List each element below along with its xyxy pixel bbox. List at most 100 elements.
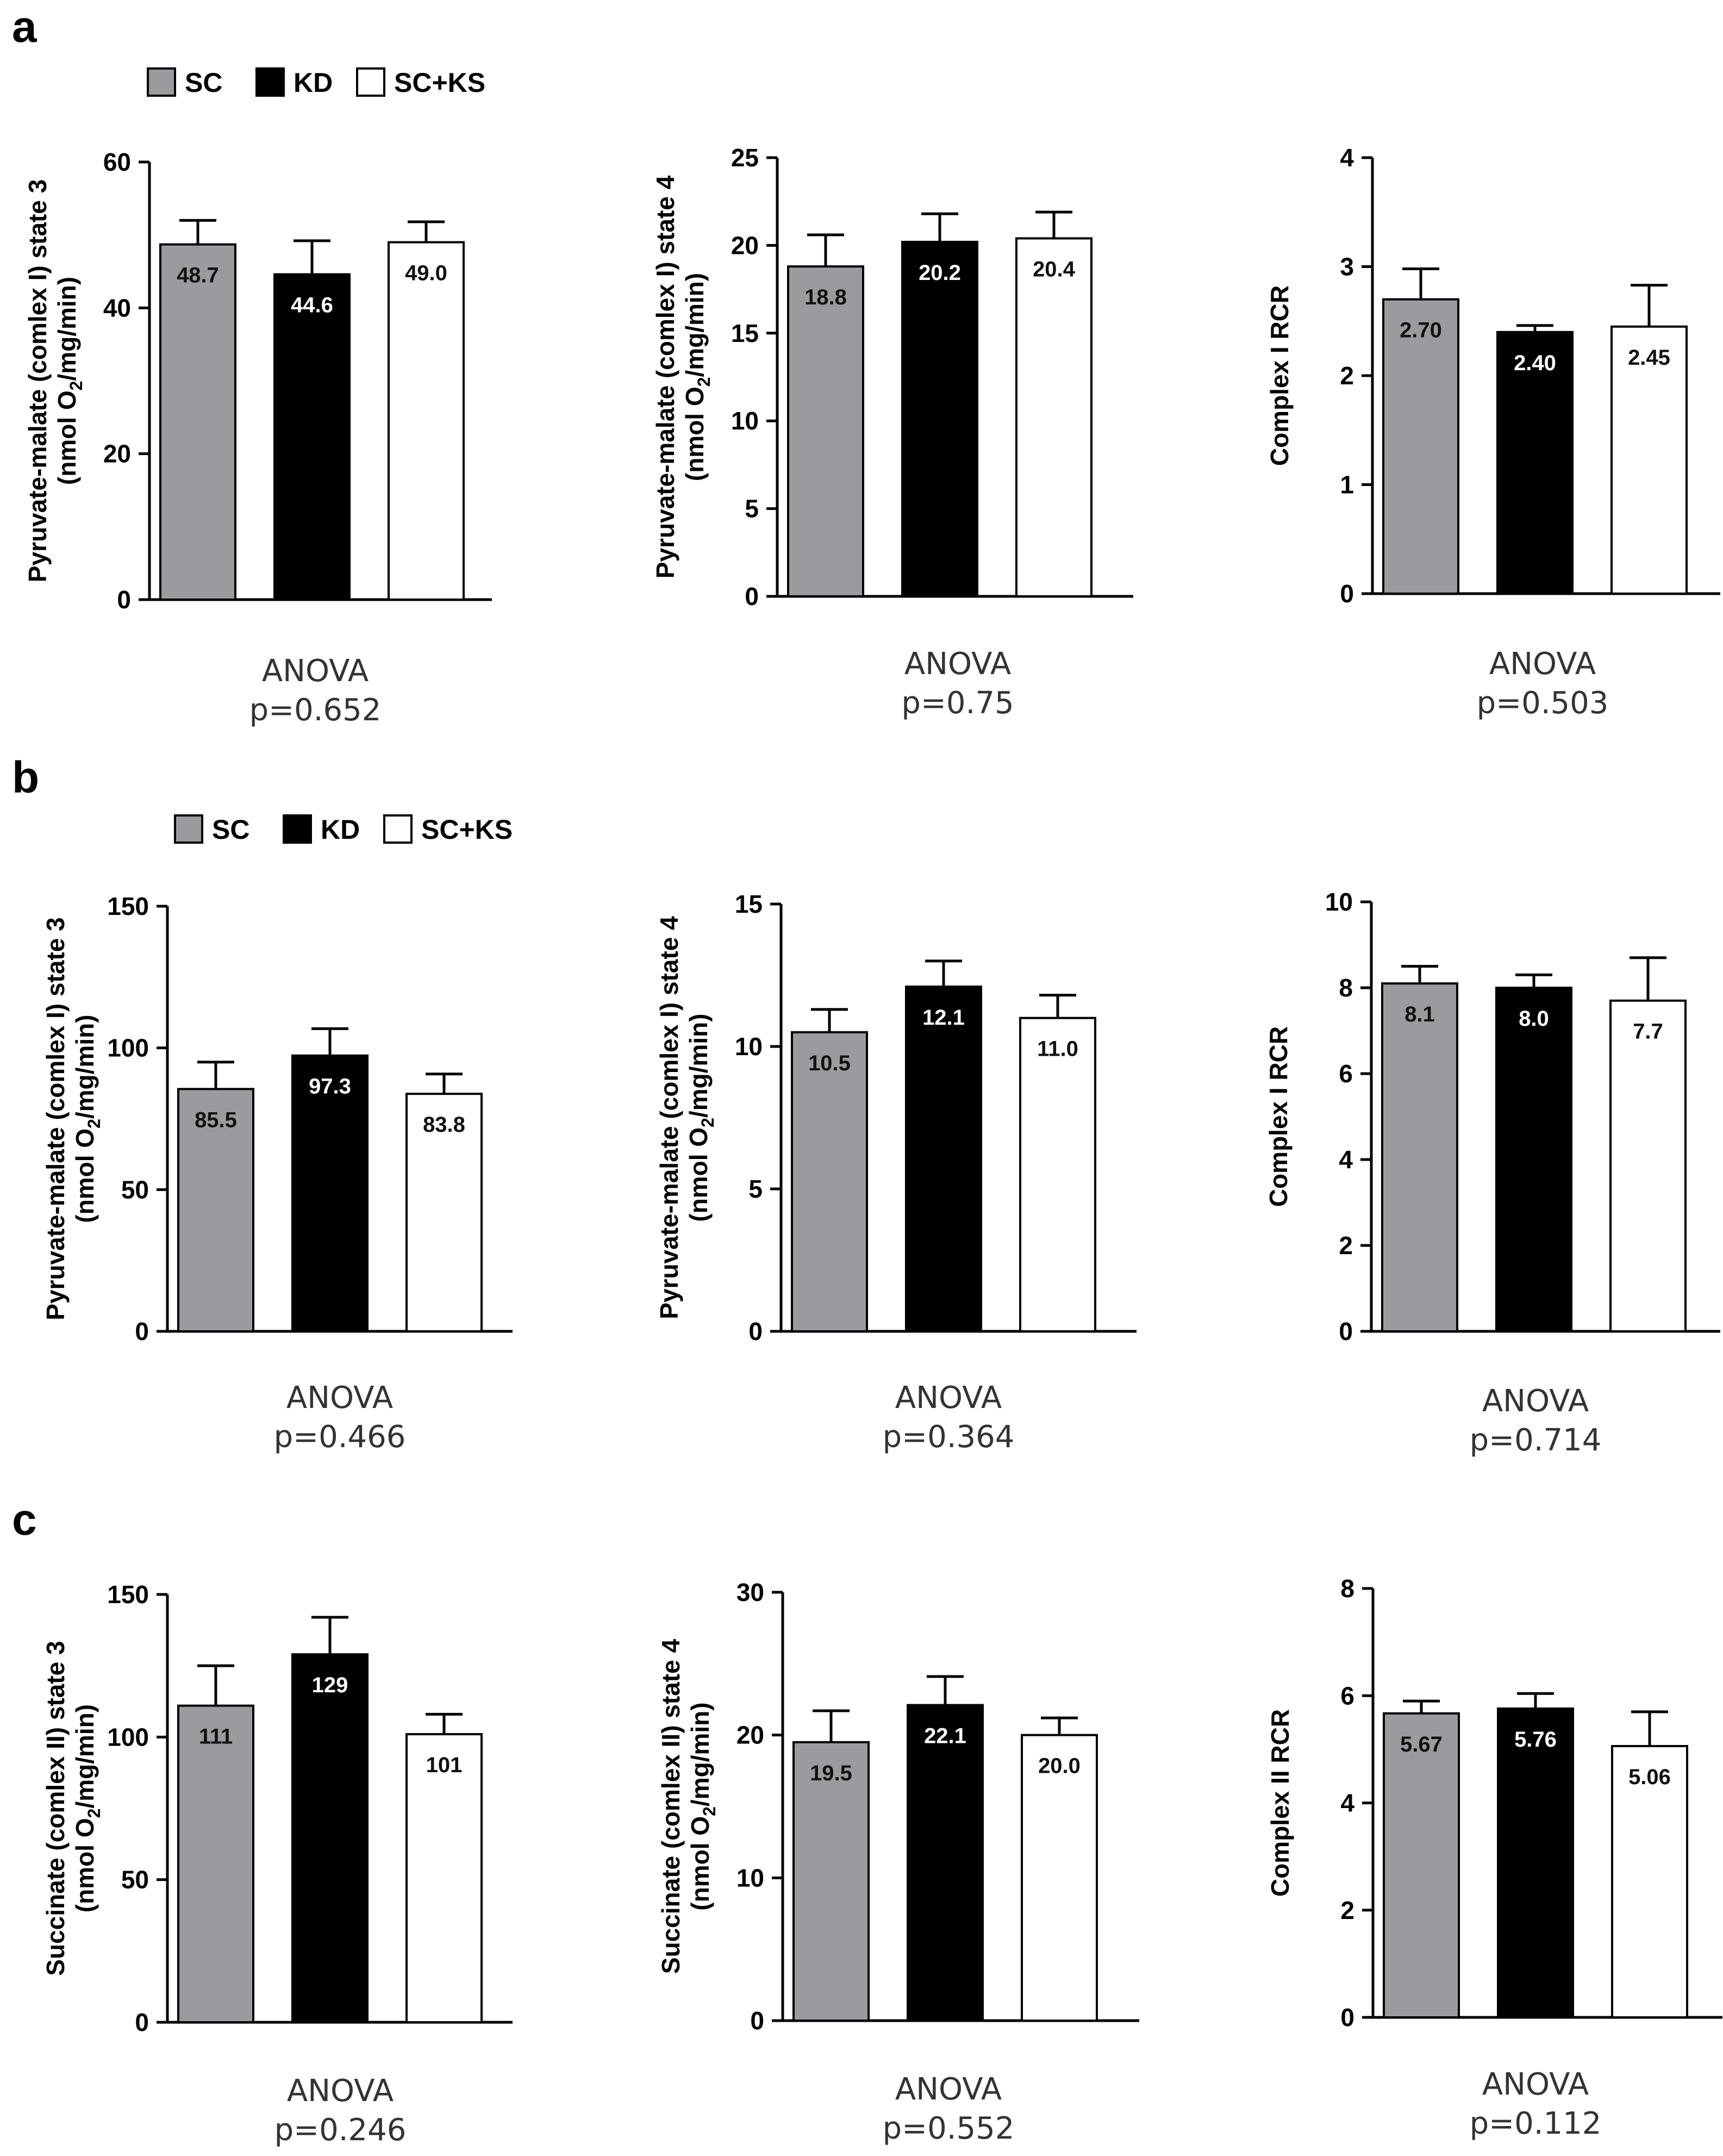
- value-label-sc: 18.8: [804, 285, 847, 309]
- y-axis-label: Succinate (comlex II) state 3: [41, 1641, 70, 1976]
- anova-label: ANOVA: [904, 646, 1011, 682]
- y-tick-label: 30: [736, 1578, 764, 1606]
- y-tick-label: 50: [121, 1866, 149, 1894]
- chart-c3: 0 2 4 6 8 Complex II RCR 5.67 5.76 5.06 ANOVA p=0.…: [1266, 1574, 1722, 2141]
- y-tick-label: 10: [736, 1864, 764, 1892]
- legend-label-sc: SC: [185, 67, 222, 98]
- y-axis-label: (nmol O2/mg/min): [53, 277, 86, 485]
- value-label-sc: 19.5: [810, 1761, 852, 1785]
- bar-sc-ks: [405, 1733, 483, 2023]
- y-tick-label: 20: [103, 440, 131, 468]
- chart-a2: 0 5 10 15 20 25 Pyruvate-malate (comlex I) sta…: [651, 144, 1133, 721]
- anova-p-value: p=0.112: [1470, 2106, 1602, 2141]
- y-axis-label: (nmol O2/mg/min): [71, 1704, 104, 1912]
- anova-p-value: p=0.466: [274, 1419, 406, 1455]
- y-tick-label: 10: [731, 407, 759, 435]
- legends: SC KD SC+KS SC KD SC+KS: [147, 67, 513, 845]
- anova-label: ANOVA: [1482, 1384, 1589, 1419]
- legend-swatch-sc-ks: [356, 67, 385, 97]
- y-tick-label: 15: [731, 319, 759, 347]
- anova-p-value: p=0.503: [1477, 686, 1609, 721]
- chart-a1: 0 20 40 60 Pyruvate-malate (comlex I) state …: [23, 148, 492, 728]
- bar-sc: [177, 1088, 254, 1332]
- anova-label: ANOVA: [1482, 2067, 1589, 2102]
- value-label-sc-ks: 5.06: [1628, 1765, 1671, 1789]
- value-label-sc: 48.7: [177, 264, 219, 288]
- y-tick-label: 15: [735, 890, 763, 918]
- value-label-sc-ks: 20.0: [1038, 1754, 1081, 1778]
- value-label-kd: 44.6: [291, 294, 333, 317]
- bar-sc: [1383, 1712, 1460, 2018]
- panel-letter-b: b: [12, 753, 39, 802]
- y-axis-label: Complex I RCR: [1265, 285, 1294, 466]
- bar-sc-ks: [1611, 1744, 1688, 2019]
- bar-sc: [1382, 298, 1459, 595]
- legend-swatch-sc-ks: [383, 814, 413, 844]
- y-tick-label: 40: [103, 294, 131, 322]
- y-axis-label: (nmol O2/mg/min): [686, 1702, 719, 1910]
- value-label-sc: 5.67: [1400, 1733, 1443, 1756]
- bar-kd: [1495, 987, 1572, 1332]
- chart-c1: 0 50 100 150 Succinate (comlex II) state 3 (n…: [41, 1580, 513, 2148]
- y-tick-label: 2: [1340, 362, 1354, 390]
- y-tick-label: 6: [1339, 1060, 1353, 1088]
- legend-b: SC KD SC+KS: [174, 814, 513, 845]
- y-tick-label: 100: [107, 1034, 149, 1062]
- legend-label-sc-ks: SC+KS: [421, 814, 513, 845]
- bar-kd: [901, 240, 978, 598]
- anova-label: ANOVA: [1489, 646, 1596, 682]
- anova-p-value: p=0.246: [274, 2113, 407, 2148]
- value-label-kd: 12.1: [922, 1006, 965, 1030]
- y-tick-label: 2: [1340, 1896, 1354, 1924]
- bar-sc-ks: [1610, 325, 1688, 595]
- panel-letter-a: a: [12, 2, 38, 52]
- y-tick-label: 8: [1340, 1574, 1354, 1603]
- value-label-kd: 20.2: [919, 261, 961, 285]
- y-tick-label: 1: [1340, 471, 1354, 499]
- bar-kd: [1496, 331, 1574, 595]
- y-tick-label: 0: [748, 1317, 763, 1345]
- legend-label-kd: KD: [294, 67, 333, 98]
- legend-a: SC KD SC+KS: [147, 67, 485, 98]
- y-tick-label: 100: [107, 1723, 149, 1751]
- anova-label: ANOVA: [286, 1380, 393, 1416]
- y-axis-label: (nmol O2/mg/min): [71, 1014, 104, 1223]
- chart-c2: 0 10 20 30 Succinate (comlex II) state 4 (nmo…: [657, 1578, 1139, 2146]
- anova-p-value: p=0.714: [1470, 1423, 1602, 1458]
- bar-kd: [273, 273, 351, 601]
- y-axis-label: Complex I RCR: [1264, 1026, 1293, 1207]
- y-axis-label: Succinate (comlex II) state 4: [657, 1639, 685, 1974]
- anova-label: ANOVA: [895, 1380, 1002, 1416]
- bar-sc-ks: [1015, 237, 1093, 598]
- value-label-sc: 111: [199, 1725, 233, 1749]
- value-label-sc-ks: 20.4: [1033, 257, 1076, 281]
- y-tick-label: 8: [1339, 974, 1353, 1002]
- chart-a3: 0 1 2 3 4 Complex I RCR 2.70 2.40 2.45 ANOVA p=0.5…: [1265, 144, 1720, 721]
- y-tick-label: 0: [135, 2008, 149, 2036]
- y-axis-label: (nmol O2/mg/min): [684, 1013, 717, 1222]
- anova-p-value: p=0.652: [249, 693, 382, 728]
- value-label-kd: 97.3: [309, 1075, 351, 1099]
- y-tick-label: 25: [731, 144, 759, 172]
- value-label-sc: 10.5: [808, 1051, 851, 1075]
- y-tick-label: 10: [1325, 888, 1353, 916]
- value-label-sc-ks: 83.8: [423, 1113, 465, 1137]
- y-axis-label: (nmol O2/mg/min): [681, 273, 714, 481]
- value-label-kd: 22.1: [924, 1724, 966, 1748]
- bar-sc-ks: [1609, 999, 1687, 1332]
- y-tick-label: 5: [745, 495, 759, 523]
- value-label-sc-ks: 11.0: [1037, 1037, 1078, 1061]
- bar-sc: [792, 1741, 870, 2022]
- anova-p-value: p=0.364: [883, 1419, 1015, 1455]
- y-tick-label: 4: [1340, 144, 1354, 172]
- legend-label-sc: SC: [212, 814, 249, 845]
- y-tick-label: 3: [1340, 253, 1354, 281]
- bar-sc: [1381, 982, 1458, 1332]
- anova-label: ANOVA: [895, 2072, 1002, 2107]
- bar-sc: [791, 1031, 868, 1333]
- y-tick-label: 50: [121, 1175, 149, 1204]
- anova-label: ANOVA: [262, 653, 369, 689]
- legend-label-kd: KD: [321, 814, 360, 845]
- y-tick-label: 6: [1340, 1681, 1354, 1710]
